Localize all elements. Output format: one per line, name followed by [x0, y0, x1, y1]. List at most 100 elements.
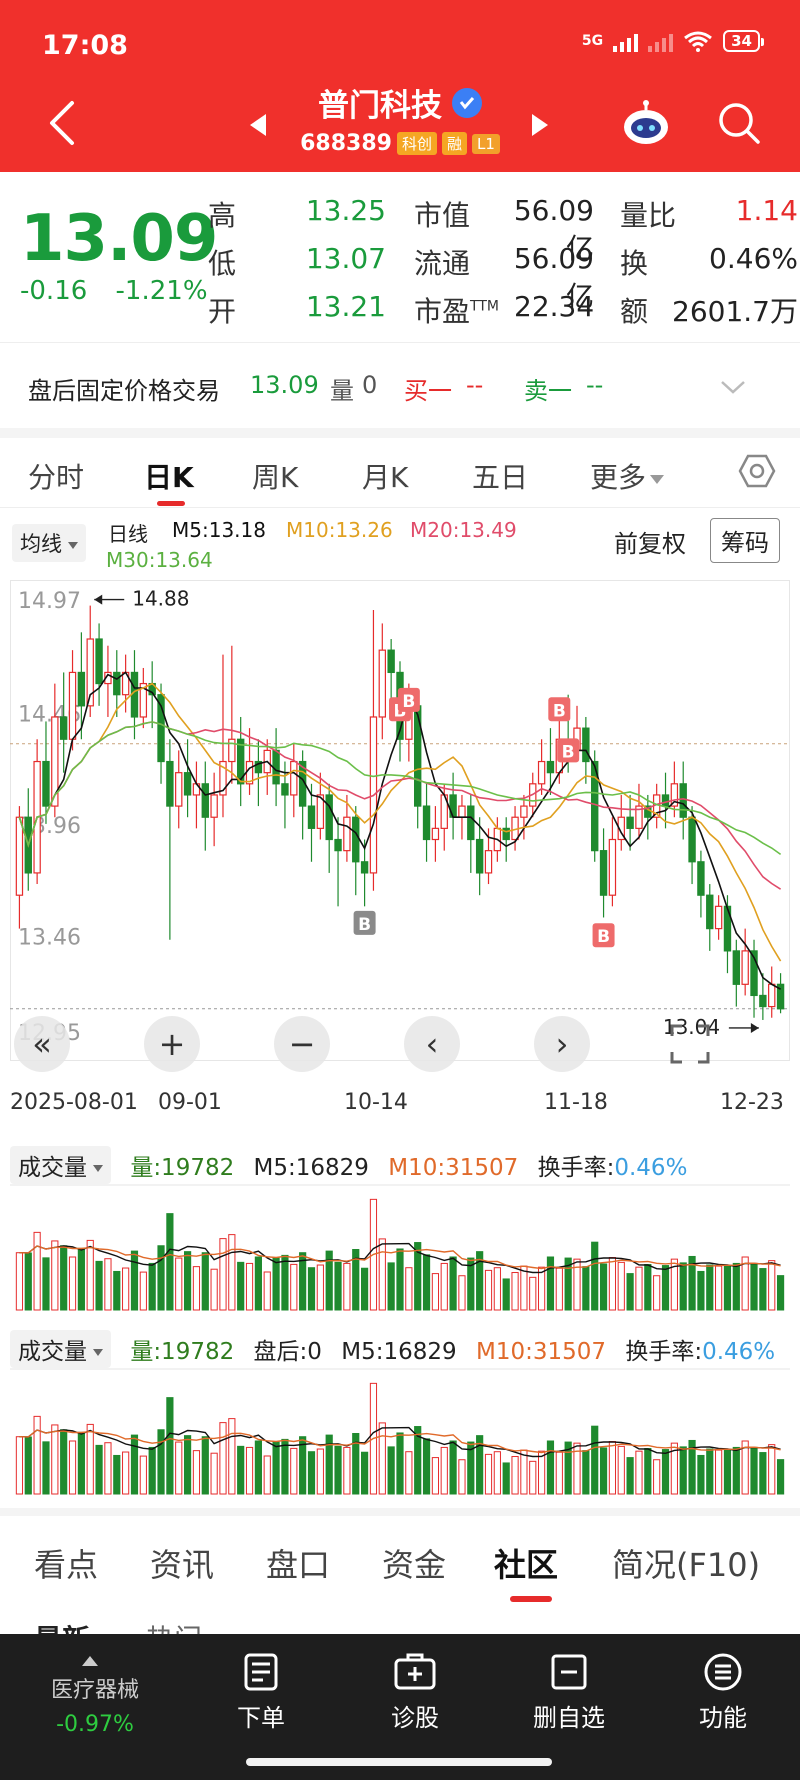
tab-hot[interactable]: 热门: [146, 1618, 202, 1634]
menu-icon: [704, 1653, 742, 1691]
volume-bar-down: [688, 1439, 696, 1495]
nav-functions[interactable]: 功能: [658, 1652, 788, 1733]
volume-bar-down: [307, 1267, 316, 1311]
sell-one-value: --: [586, 371, 604, 399]
chart-settings-icon[interactable]: [738, 452, 776, 490]
change-percent: -1.21%: [115, 276, 208, 306]
sector-change: -0.97%: [56, 1712, 134, 1737]
volume-bar-up: [573, 1258, 581, 1311]
volume-bar-down: [661, 1449, 670, 1495]
candlestick-chart[interactable]: 14.9714.4613.9613.4612.9514.8813.04BBBBB…: [10, 580, 790, 1070]
search-icon[interactable]: [716, 100, 762, 146]
volume-bar-up: [263, 1271, 271, 1311]
volume-bar-down: [414, 1242, 422, 1311]
tab-highlights[interactable]: 看点: [34, 1546, 99, 1584]
tab-orderbook[interactable]: 盘口: [266, 1546, 331, 1584]
volume-bar-up: [139, 1271, 147, 1311]
candle-down: [626, 816, 634, 829]
volume-bar-down: [599, 1447, 608, 1495]
back-icon[interactable]: [40, 95, 84, 151]
volume-bar-down: [422, 1254, 431, 1311]
volume-bar-down: [732, 1446, 740, 1495]
stock-code: 688389: [300, 131, 392, 156]
scroll-right-button[interactable]: ›: [534, 1016, 590, 1072]
volume-ma5-line: [19, 1242, 781, 1274]
volume-bar-up: [555, 1451, 563, 1495]
tab-intraday[interactable]: 分时: [28, 461, 85, 494]
prev-stock-icon[interactable]: [248, 112, 268, 138]
volume-bar-down: [396, 1248, 404, 1311]
volume-bar-down: [237, 1445, 245, 1495]
zoom-in-button[interactable]: +: [144, 1016, 200, 1072]
candle-up: [210, 794, 218, 818]
next-stock-icon[interactable]: [530, 112, 550, 138]
volume-bar-up: [529, 1276, 537, 1311]
caret-down-icon: [68, 541, 78, 549]
tab-weekly-k[interactable]: 周K: [252, 461, 299, 494]
ma30-value: M30:13.64: [106, 548, 213, 572]
candle-down: [334, 838, 342, 852]
scroll-left-button[interactable]: ‹: [404, 1016, 460, 1072]
tab-daily-k[interactable]: 日K: [144, 461, 194, 494]
ma-selector[interactable]: 均线: [12, 524, 86, 562]
tab-capital[interactable]: 资金: [382, 1546, 447, 1584]
fullscreen-icon[interactable]: [668, 1022, 712, 1066]
volume-bar-down: [679, 1446, 687, 1495]
tab-monthly-k[interactable]: 月K: [362, 461, 409, 494]
volume-bar-up: [122, 1267, 130, 1311]
volume-bar-down: [387, 1446, 395, 1495]
after-hours-vol-label: 量: [330, 377, 354, 405]
after-hours-row[interactable]: 盘后固定价格交易 13.09 量 0 买一 -- 卖一 --: [0, 342, 800, 428]
volume-bar-up: [192, 1266, 201, 1311]
candle-up: [741, 950, 749, 985]
volume-chart-2[interactable]: [10, 1368, 790, 1498]
volume-bar-up: [405, 1267, 413, 1311]
volume-bar-up: [511, 1456, 519, 1495]
candle-down: [166, 760, 174, 807]
low-arrow-head: [750, 1022, 759, 1033]
nav-diagnose[interactable]: 诊股: [350, 1652, 480, 1733]
caret-up-icon: [82, 1656, 98, 1666]
buy-one-value: --: [466, 371, 484, 399]
sector-name[interactable]: 医疗器械: [50, 1678, 139, 1703]
tab-news[interactable]: 资讯: [150, 1546, 215, 1584]
nav-remove-watchlist[interactable]: 删自选: [504, 1652, 634, 1733]
caret-down-icon: [93, 1165, 103, 1172]
high-price-label: 14.88: [132, 587, 189, 611]
after-hours-price: 13.09: [250, 371, 319, 399]
volume-bar-up: [192, 1450, 201, 1495]
zoom-out-button[interactable]: −: [274, 1016, 330, 1072]
robot-assistant-icon[interactable]: [620, 100, 672, 148]
turnover-rate-value: 0.46%: [614, 1155, 688, 1181]
volume-chart-1[interactable]: [10, 1184, 790, 1314]
volume-bar-down: [750, 1447, 758, 1495]
nav-place-order[interactable]: 下单: [196, 1652, 326, 1733]
network-label: 5G: [581, 33, 604, 49]
date-tick-1: 2025-08-01: [10, 1090, 138, 1115]
tab-five-day[interactable]: 五日: [472, 461, 529, 494]
volume-bar-down: [334, 1261, 342, 1311]
volume-bar-down: [449, 1256, 457, 1311]
volume-selector-1[interactable]: 成交量: [10, 1146, 111, 1184]
tab-more[interactable]: 更多: [590, 456, 665, 496]
quote-panel: 13.09 -0.16 -1.21% 高 13.25 低 13.07 开 13.…: [0, 172, 800, 342]
tab-community[interactable]: 社区: [494, 1546, 559, 1584]
volume-bar-up: [219, 1238, 227, 1311]
amount-value: 2601.7万: [672, 295, 798, 328]
volume-bar-down: [679, 1262, 687, 1311]
volume-bar-up: [431, 1273, 439, 1311]
chips-button[interactable]: 筹码: [710, 518, 780, 563]
volume-bar-up: [228, 1418, 236, 1495]
scroll-left-fast-button[interactable]: «: [14, 1016, 70, 1072]
tab-f10[interactable]: 简况(F10): [612, 1546, 761, 1584]
adjust-mode[interactable]: 前复权: [614, 530, 686, 558]
candle-down: [759, 994, 767, 1008]
volume-bar-up: [431, 1457, 439, 1495]
chevron-down-icon[interactable]: [720, 379, 746, 395]
volume-selector-2[interactable]: 成交量: [10, 1330, 111, 1368]
volume-bar-up: [555, 1267, 563, 1311]
volume-bar-down: [113, 1270, 121, 1311]
volume-bar-down: [60, 1429, 68, 1495]
volume-bar-down: [644, 1447, 652, 1495]
tab-latest[interactable]: 最新: [34, 1618, 90, 1634]
